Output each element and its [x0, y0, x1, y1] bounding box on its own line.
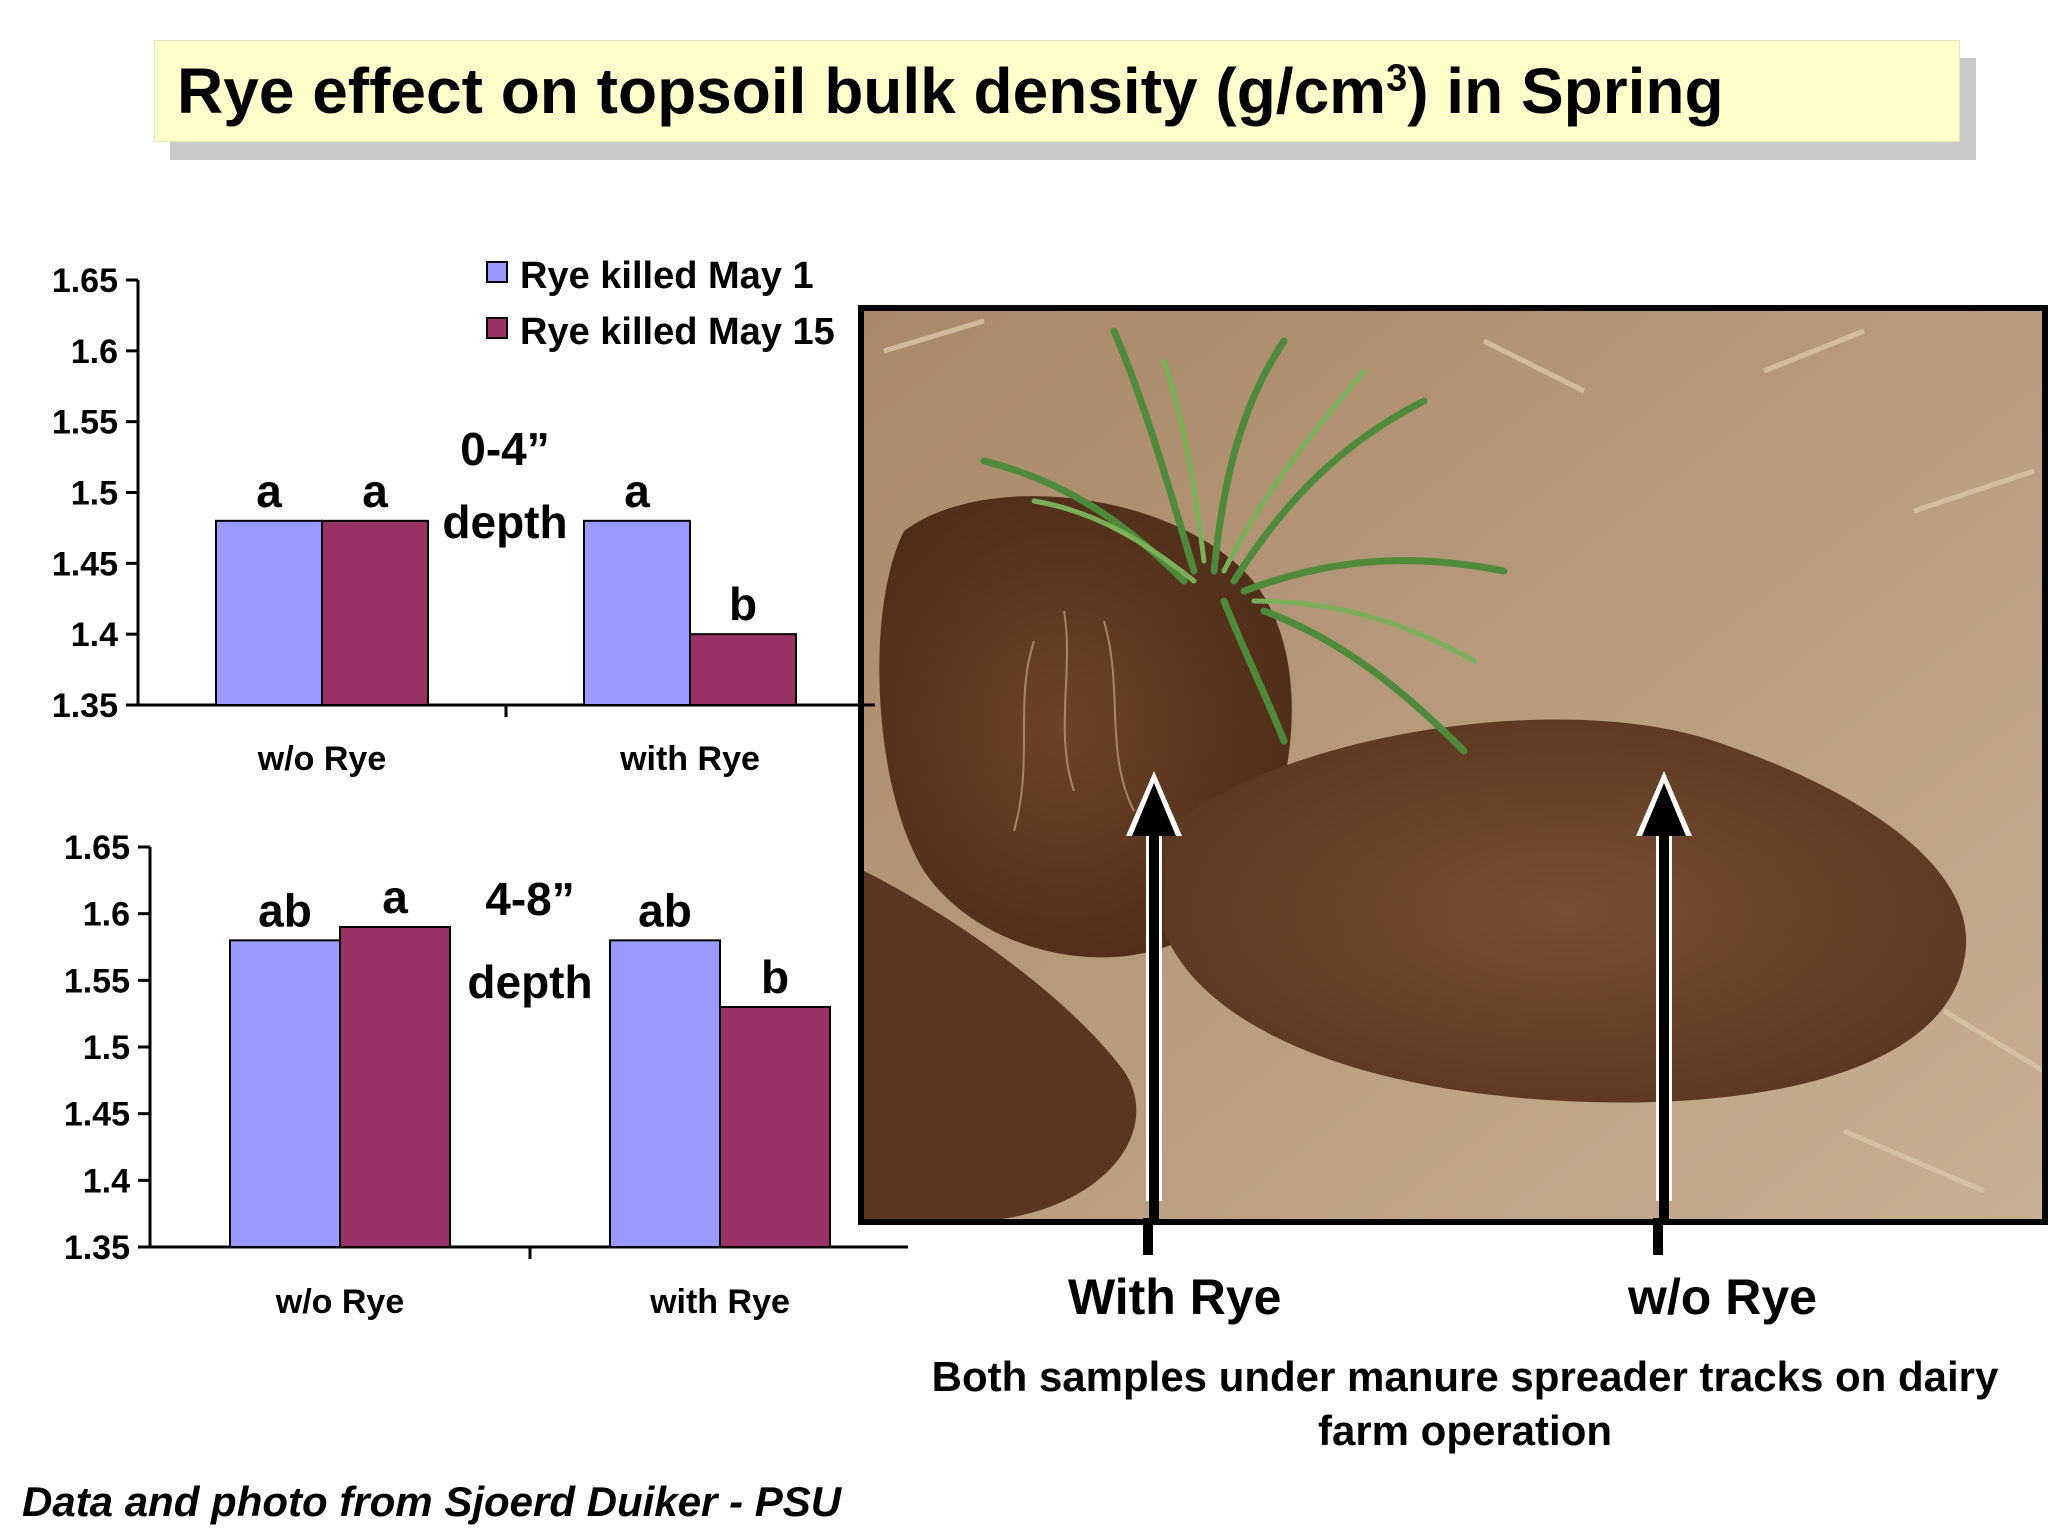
bar-may1: [215, 519, 323, 706]
y-tick-label: 1.65: [64, 829, 130, 867]
depth-annotation: 0-4”: [460, 423, 549, 475]
bar-may1: [229, 939, 341, 1248]
with-rye-arrow-label: With Rye: [1068, 1269, 1282, 1325]
y-tick-label: 1.55: [52, 404, 118, 442]
title-tail: ) in Spring: [1407, 55, 1724, 127]
y-tick-label: 1.35: [52, 687, 118, 725]
source-credit: Data and photo from Sjoerd Duiker - PSU: [22, 1478, 842, 1525]
y-tick-label: 1.6: [71, 333, 118, 371]
bar-may15: [689, 633, 797, 707]
slide-title: Rye effect on topsoil bulk density (g/cm…: [177, 53, 1724, 130]
photo-caption: Both samples under manure spreader track…: [931, 1353, 1999, 1454]
soil-photo: [858, 305, 2048, 1225]
legend-swatch: [486, 261, 508, 283]
chart-panel-1: 1.35 1.4 1.45 1.5 1.55 1.6 1.65 a a w/o Rye a b with…: [52, 262, 875, 778]
significance-letter: a: [382, 871, 408, 923]
depth-annotation: depth: [467, 956, 592, 1008]
category-label: with Rye: [649, 1283, 790, 1321]
y-tick-label: 1.55: [64, 962, 130, 1000]
significance-letter: a: [256, 465, 282, 517]
y-tick-label: 1.4: [83, 1162, 130, 1200]
bar-may15: [321, 519, 429, 706]
significance-letter: a: [624, 465, 650, 517]
significance-letter: ab: [638, 884, 692, 936]
chart-panel-2: 1.35 1.4 1.45 1.5 1.55 1.6 1.65 ab a w/o Rye ab b wi…: [64, 829, 908, 1321]
y-tick-label: 1.45: [52, 545, 118, 583]
legend: Rye killed May 1 Rye killed May 15: [486, 255, 835, 353]
without-rye-arrow-label: w/o Rye: [1628, 1269, 1817, 1325]
category-label: with Rye: [619, 740, 760, 778]
y-tick-label: 1.6: [83, 896, 130, 934]
legend-swatch: [486, 317, 508, 339]
significance-letter: a: [362, 465, 388, 517]
depth-annotation: depth: [442, 496, 567, 548]
category-label: w/o Rye: [275, 1283, 404, 1321]
bar-may15: [339, 926, 451, 1248]
title-banner: Rye effect on topsoil bulk density (g/cm…: [154, 40, 1960, 142]
y-tick-label: 1.35: [64, 1229, 130, 1267]
significance-letter: b: [729, 578, 757, 630]
y-tick-label: 1.5: [71, 475, 118, 513]
soil-photo-illustration: [864, 311, 2042, 1219]
legend-label: Rye killed May 1: [520, 255, 814, 297]
y-tick-label: 1.45: [64, 1096, 130, 1134]
bar-may1: [583, 519, 691, 706]
legend-label: Rye killed May 15: [520, 311, 835, 353]
significance-letter: b: [761, 951, 789, 1003]
depth-annotation: 4-8”: [485, 873, 574, 925]
title-superscript: 3: [1386, 57, 1408, 100]
y-tick-label: 1.4: [71, 616, 118, 654]
y-tick-label: 1.65: [52, 262, 118, 300]
significance-letter: ab: [258, 884, 312, 936]
category-label: w/o Rye: [257, 740, 386, 778]
bar-may1: [609, 939, 721, 1248]
y-tick-label: 1.5: [83, 1029, 130, 1067]
bar-may15: [719, 1006, 831, 1248]
title-main: Rye effect on topsoil bulk density (g/cm: [177, 55, 1387, 127]
